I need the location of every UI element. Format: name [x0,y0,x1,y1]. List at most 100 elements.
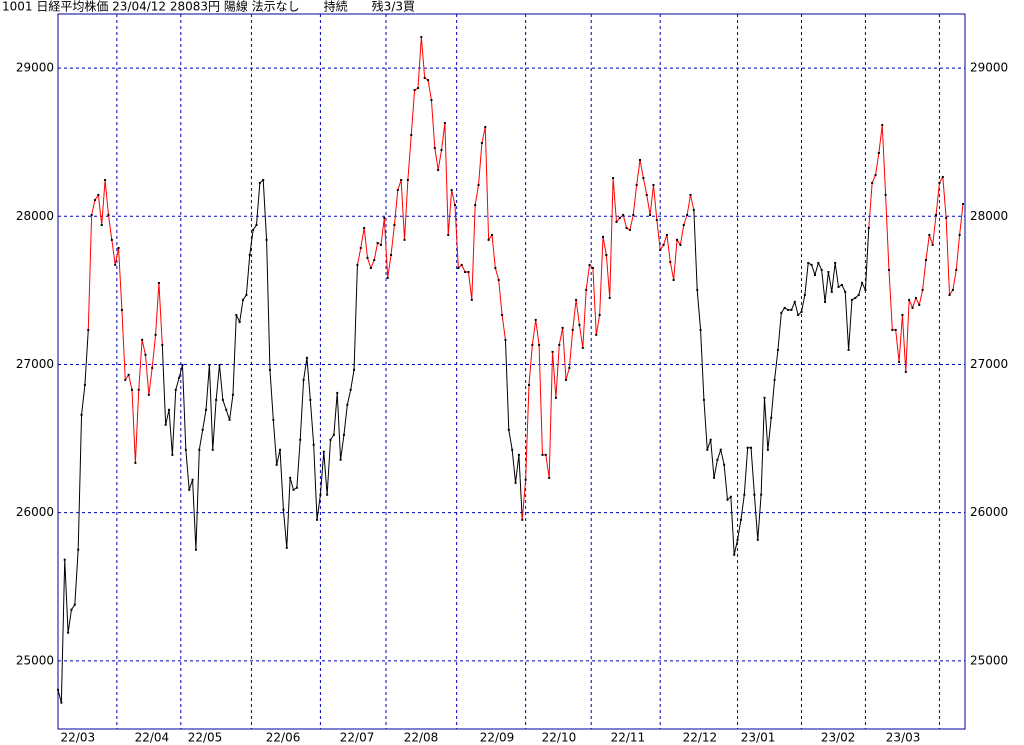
price-point [901,313,904,316]
price-point [265,238,268,241]
price-point [850,298,853,301]
price-point [322,450,325,453]
price-point [107,213,110,216]
price-point [90,213,93,216]
price-point [501,313,504,316]
price-point [760,493,763,496]
price-point [938,181,941,184]
price-point [750,446,753,449]
price-point [87,328,90,331]
price-point [605,253,608,256]
price-point [538,343,541,346]
x-tick-label: 22/07 [340,731,375,745]
price-point [568,366,571,369]
price-point [894,328,897,331]
price-point [295,486,298,489]
price-point [803,293,806,296]
price-point [157,281,160,284]
price-point [918,303,921,306]
price-point [955,268,958,271]
price-point [696,288,699,291]
price-point [649,213,652,216]
price-point [339,458,342,461]
price-point [181,363,184,366]
price-point [871,181,874,184]
price-point [262,178,265,181]
price-line [504,339,523,520]
price-point [507,428,510,431]
price-point [141,338,144,341]
price-point [134,461,137,464]
price-point [773,378,776,381]
price-point [524,478,527,481]
price-point [585,288,588,291]
price-point [887,268,890,271]
price-point [497,278,500,281]
price-point [659,248,662,251]
price-point [881,123,884,126]
price-point [242,298,245,301]
price-point [928,233,931,236]
price-point [57,688,59,691]
price-line [521,159,695,520]
price-point [898,360,901,363]
price-point [669,260,672,263]
price-point [702,398,705,401]
price-point [127,373,130,376]
price-point [275,463,278,466]
price-point [342,433,345,436]
price-point [820,268,823,271]
x-tick-label: 23/03 [886,731,921,745]
price-point [565,378,568,381]
price-point [642,177,645,180]
price-point [396,189,399,192]
price-point [437,169,440,172]
price-point [746,446,749,449]
price-point [733,553,736,556]
price-point [359,246,362,249]
price-point [268,368,271,371]
price-point [551,350,554,353]
price-point [517,453,520,456]
price-point [73,603,76,606]
price-point [80,413,83,416]
price-point [945,216,948,219]
price-point [433,146,436,149]
x-tick-label: 22/10 [542,731,577,745]
price-point [527,383,530,386]
price-point [494,266,497,269]
y-tick-label-right: 25000 [970,653,1008,667]
price-point [168,408,171,411]
price-point [373,258,376,261]
price-point [336,391,339,394]
price-point [131,388,134,391]
price-point [783,306,786,309]
price-point [790,308,793,311]
price-point [608,296,611,299]
price-point [221,398,224,401]
price-point [117,246,120,249]
price-point [255,224,258,227]
price-point [329,438,332,441]
price-point [729,495,732,498]
price-point [618,216,621,219]
price-point [403,238,406,241]
price-point [676,238,679,241]
price-point [716,458,719,461]
price-point [447,233,450,236]
price-point [709,438,712,441]
price-point [554,396,557,399]
price-point [686,213,689,216]
price-point [840,283,843,286]
price-point [205,408,208,411]
price-point [719,448,722,451]
price-point [753,493,756,496]
price-point [124,378,127,381]
price-point [420,36,423,39]
price-point [282,508,285,511]
price-point [406,178,409,181]
price-point [356,263,359,266]
price-point [416,87,419,90]
price-point [756,538,759,541]
price-point [309,398,312,401]
